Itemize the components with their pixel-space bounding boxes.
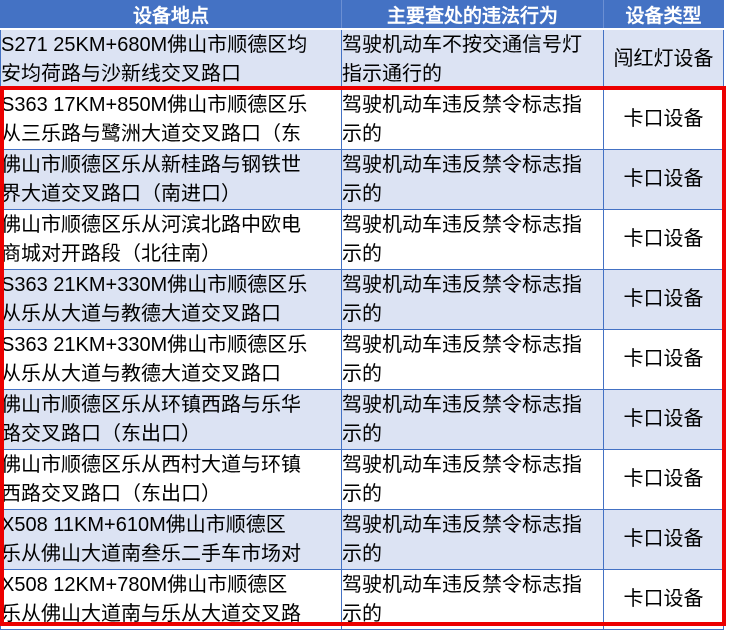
table-row: S271 25KM+680M佛山市顺德区均 安均荷路与沙新线交叉路口 驾驶机动车不… bbox=[0, 28, 724, 90]
cell-device-type: 卡口设备 bbox=[603, 389, 724, 450]
cell-violation: 驾驶机动车违反禁令标志指 示的 bbox=[341, 509, 604, 570]
cell-violation: 驾驶机动车违反禁令标志指 示的 bbox=[341, 389, 604, 450]
cell-device-type: 卡口设备 bbox=[603, 149, 724, 210]
cell-violation: 驾驶机动车违反禁令标志指 示的 bbox=[341, 329, 604, 390]
cell-violation: 驾驶机动车违反禁令标志指 示的 bbox=[341, 449, 604, 510]
cell-location: S363 21KM+330M佛山市顺德区乐 从乐从大道与教德大道交叉路口 bbox=[0, 269, 342, 330]
cell-location: X508 11KM+610M佛山市顺德区 乐从佛山大道南叁乐二手车市场对 bbox=[0, 509, 342, 570]
cell-violation: 驾驶机动车违反禁令标志指 示的 bbox=[341, 209, 604, 270]
table-row: X508 12KM+780M佛山市顺德区 乐从佛山大道南与乐从大道交叉路 驾驶机动… bbox=[0, 569, 724, 630]
cell-device-type: 卡口设备 bbox=[603, 509, 724, 570]
table-row: X508 11KM+610M佛山市顺德区 乐从佛山大道南叁乐二手车市场对 驾驶机动… bbox=[0, 509, 724, 570]
table-row: 佛山市顺德区乐从环镇西路与乐华 路交叉路口（东出口） 驾驶机动车违反禁令标志指 示… bbox=[0, 389, 724, 450]
cell-location: 佛山市顺德区乐从环镇西路与乐华 路交叉路口（东出口） bbox=[0, 389, 342, 450]
cell-device-type: 卡口设备 bbox=[603, 329, 724, 390]
cell-location: 佛山市顺德区乐从新桂路与钢铁世 界大道交叉路口（南进口） bbox=[0, 149, 342, 210]
cell-location: 佛山市顺德区乐从西村大道与环镇 西路交叉路口（东出口） bbox=[0, 449, 342, 510]
table-row: S363 17KM+850M佛山市顺德区乐 从三乐路与鹭洲大道交叉路口（东 驾驶机… bbox=[0, 89, 724, 150]
cell-violation: 驾驶机动车不按交通信号灯 指示通行的 bbox=[341, 28, 604, 90]
cell-location: S363 17KM+850M佛山市顺德区乐 从三乐路与鹭洲大道交叉路口（东 bbox=[0, 89, 342, 150]
cell-location: S363 21KM+330M佛山市顺德区乐 从乐从大道与教德大道交叉路口 bbox=[0, 329, 342, 390]
cell-device-type: 卡口设备 bbox=[603, 89, 724, 150]
cell-location: 佛山市顺德区乐从河滨北路中欧电 商城对开路段（北往南） bbox=[0, 209, 342, 270]
table-row: 佛山市顺德区乐从河滨北路中欧电 商城对开路段（北往南） 驾驶机动车违反禁令标志指 … bbox=[0, 209, 724, 270]
col-header-violation: 主要查处的违法行为 bbox=[341, 0, 604, 30]
cell-violation: 驾驶机动车违反禁令标志指 示的 bbox=[341, 149, 604, 210]
cell-location: X508 12KM+780M佛山市顺德区 乐从佛山大道南与乐从大道交叉路 bbox=[0, 569, 342, 630]
col-header-location: 设备地点 bbox=[0, 0, 342, 30]
cell-device-type: 卡口设备 bbox=[603, 209, 724, 270]
table-row: S363 21KM+330M佛山市顺德区乐 从乐从大道与教德大道交叉路口 驾驶机动… bbox=[0, 329, 724, 390]
cell-device-type: 闯红灯设备 bbox=[603, 28, 724, 90]
table-header-row: 设备地点 主要查处的违法行为 设备类型 bbox=[0, 0, 724, 30]
cell-violation: 驾驶机动车违反禁令标志指 示的 bbox=[341, 569, 604, 630]
cell-device-type: 卡口设备 bbox=[603, 449, 724, 510]
col-header-device-type: 设备类型 bbox=[603, 0, 724, 30]
cell-device-type: 卡口设备 bbox=[603, 569, 724, 630]
table-row: 佛山市顺德区乐从新桂路与钢铁世 界大道交叉路口（南进口） 驾驶机动车违反禁令标志指… bbox=[0, 149, 724, 210]
cell-violation: 驾驶机动车违反禁令标志指 示的 bbox=[341, 89, 604, 150]
table-row: S363 21KM+330M佛山市顺德区乐 从乐从大道与教德大道交叉路口 驾驶机动… bbox=[0, 269, 724, 330]
table-row: 佛山市顺德区乐从西村大道与环镇 西路交叉路口（东出口） 驾驶机动车违反禁令标志指 … bbox=[0, 449, 724, 510]
cell-violation: 驾驶机动车违反禁令标志指 示的 bbox=[341, 269, 604, 330]
cell-device-type: 卡口设备 bbox=[603, 269, 724, 330]
cell-location: S271 25KM+680M佛山市顺德区均 安均荷路与沙新线交叉路口 bbox=[0, 28, 342, 90]
